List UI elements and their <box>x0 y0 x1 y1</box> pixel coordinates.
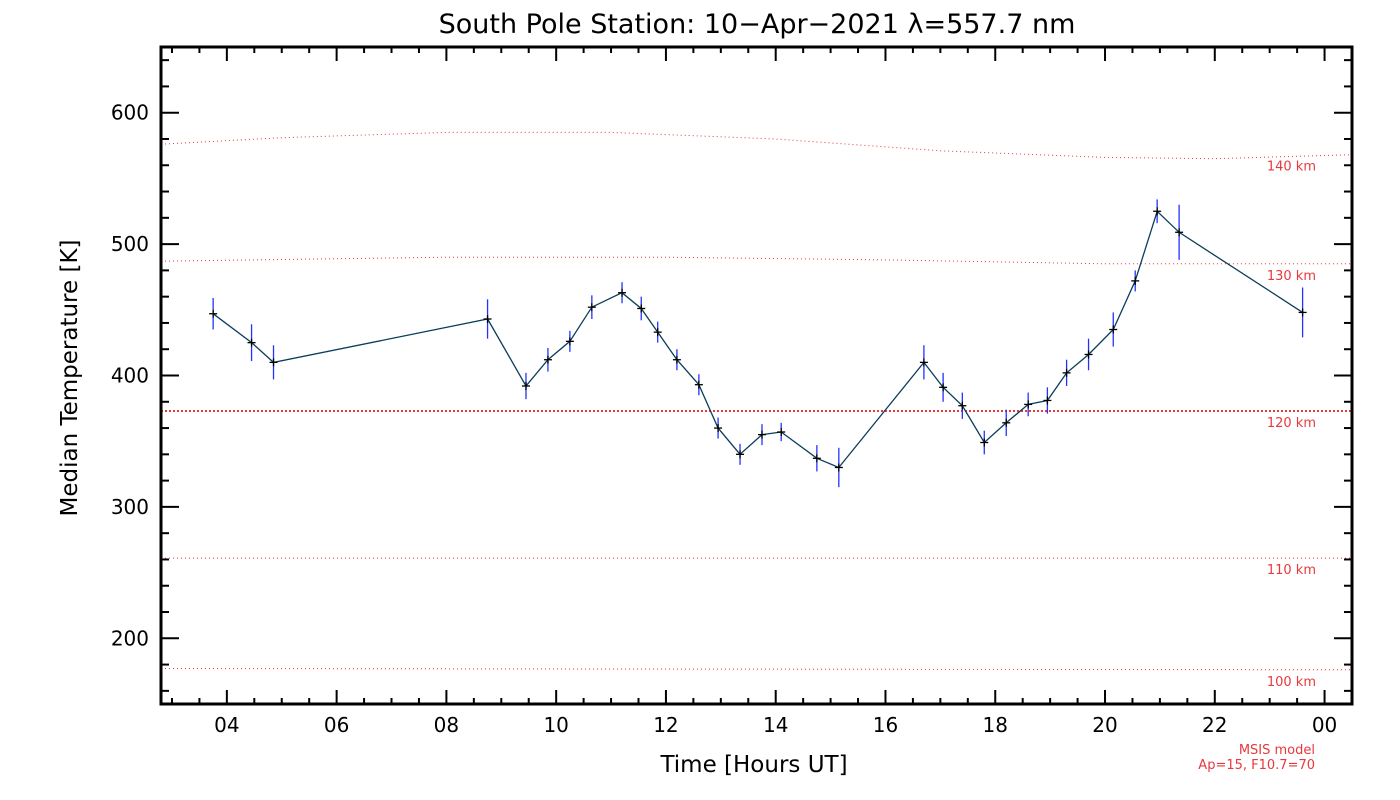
y-tick-label: 600 <box>111 101 149 125</box>
data-point <box>1109 325 1118 334</box>
x-tick-label: 10 <box>543 713 568 737</box>
data-point <box>672 355 681 364</box>
data-point <box>209 309 218 318</box>
data-point <box>958 401 967 410</box>
data-point <box>1024 400 1033 409</box>
data-point <box>1298 308 1307 317</box>
x-tick-label: 18 <box>983 713 1008 737</box>
x-axis-ticks: 04 06 08 10 12 14 16 18 20 22 00 <box>170 47 1353 737</box>
altitude-label: 110 km <box>1267 563 1316 578</box>
data-point <box>736 450 745 459</box>
altitude-label: 120 km <box>1267 416 1316 431</box>
msis-parameters-note: Ap=15, F10.7=70 <box>1198 758 1315 773</box>
data-point <box>1002 418 1011 427</box>
x-tick-label: 22 <box>1202 713 1227 737</box>
data-point <box>777 428 786 437</box>
x-tick-label: 04 <box>214 713 239 737</box>
data-point <box>587 303 596 312</box>
chart-title: South Pole Station: 10−Apr−2021 λ=557.7 … <box>439 9 1076 40</box>
data-series <box>209 199 1307 488</box>
data-point <box>714 424 723 433</box>
y-axis-label: Median Temperature [K] <box>57 240 83 517</box>
reference-line-140km <box>160 131 1353 160</box>
data-point <box>757 430 766 439</box>
y-tick-label: 500 <box>111 232 149 256</box>
x-tick-label: 14 <box>763 713 788 737</box>
data-point <box>812 454 821 463</box>
x-tick-label: 00 <box>1312 713 1337 737</box>
x-tick-label: 08 <box>434 713 459 737</box>
data-point <box>543 355 552 364</box>
data-point <box>939 383 948 392</box>
data-point <box>521 382 530 391</box>
x-tick-label: 12 <box>653 713 678 737</box>
plot-frame <box>159 45 1354 706</box>
data-point <box>637 304 646 313</box>
series-line <box>212 210 1303 469</box>
data-point <box>483 314 492 323</box>
data-point <box>1062 368 1071 377</box>
y-tick-label: 200 <box>111 626 149 650</box>
reference-line-100km <box>160 668 1353 671</box>
x-tick-label: 20 <box>1092 713 1117 737</box>
data-point <box>269 358 278 367</box>
data-point <box>980 438 989 447</box>
data-point <box>1175 228 1184 237</box>
msis-reference-lines <box>160 131 1353 671</box>
altitude-label: 130 km <box>1267 269 1316 284</box>
data-point <box>1084 350 1093 359</box>
data-point <box>1153 207 1162 216</box>
data-point <box>694 380 703 389</box>
data-point <box>1043 396 1052 405</box>
y-tick-label: 400 <box>111 364 149 388</box>
data-point <box>618 288 627 297</box>
reference-line-130km <box>160 256 1352 265</box>
data-point <box>834 463 843 472</box>
altitude-label: 140 km <box>1267 160 1316 175</box>
altitude-label: 100 km <box>1267 675 1316 690</box>
x-axis-label: Time [Hours UT] <box>659 752 847 778</box>
altitude-labels: 100 km 110 km 120 km 130 km 140 km <box>1267 160 1316 690</box>
msis-model-note: MSIS model <box>1239 743 1315 758</box>
data-point <box>1131 276 1140 285</box>
x-tick-label: 16 <box>873 713 898 737</box>
y-tick-label: 300 <box>111 495 149 519</box>
x-tick-label: 06 <box>324 713 349 737</box>
data-point <box>919 358 928 367</box>
data-point <box>565 337 574 346</box>
data-point <box>653 328 662 337</box>
data-point <box>247 338 256 347</box>
y-axis-ticks: 200 300 400 500 600 <box>111 59 1352 692</box>
